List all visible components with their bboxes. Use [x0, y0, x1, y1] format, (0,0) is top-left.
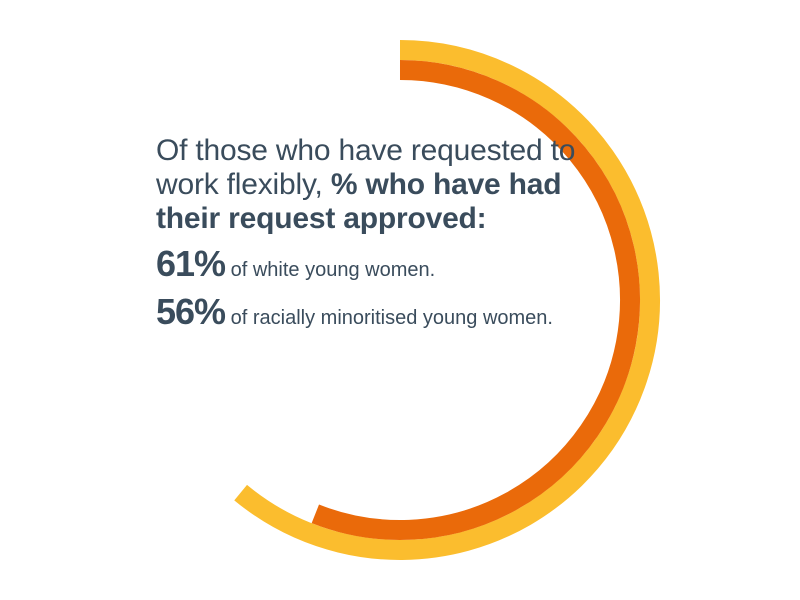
stat-label: of white young women. [230, 259, 436, 281]
headline-bold: % who have had their request approved: [156, 168, 562, 235]
text-block: Of those who have requested to work flex… [156, 134, 576, 330]
arc-white-young-women [234, 40, 660, 560]
arc-racially-minoritised-young-women [311, 60, 640, 540]
headline: Of those who have requested to work flex… [156, 134, 576, 236]
stat-racially-minoritised-young-women: 56% of racially minoritised young women. [156, 294, 576, 330]
headline-normal: Of those who have requested to work flex… [156, 134, 576, 201]
stat-value: 61% [156, 243, 226, 284]
stat-white-young-women: 61% of white young women. [156, 246, 576, 282]
stat-value: 56% [156, 291, 226, 332]
stat-label: of racially minoritised young women. [230, 307, 553, 329]
